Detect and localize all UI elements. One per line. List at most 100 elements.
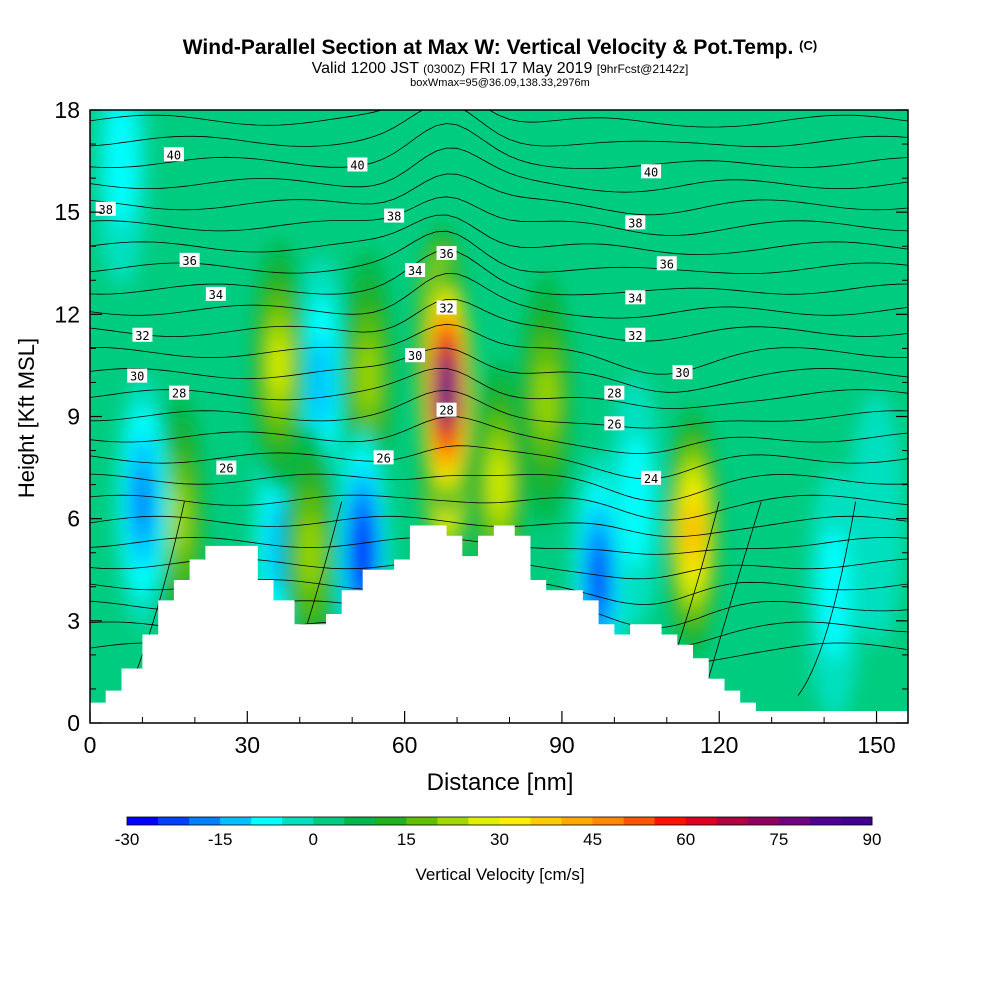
colorbar-segment <box>561 817 594 825</box>
theta-label-text: 28 <box>172 387 186 401</box>
theta-label: 38 <box>625 215 646 230</box>
valid-date: FRI 17 May 2019 <box>469 60 593 77</box>
colorbar-segment <box>716 817 749 825</box>
theta-label-text: 32 <box>439 302 453 316</box>
theta-label-box <box>436 300 457 315</box>
theta-label: 26 <box>216 460 237 476</box>
theta-label: 26 <box>604 416 625 431</box>
theta-contour-line <box>90 445 908 480</box>
theta-label-box <box>625 215 646 230</box>
chart-subtitle: Valid 1200 JST (0300Z) FRI 17 May 2019 [… <box>0 60 1000 78</box>
theta-label-text: 34 <box>408 264 422 278</box>
colorbar-segment <box>189 817 221 825</box>
colorbar-segment <box>685 817 718 825</box>
theta-label-box <box>205 286 226 301</box>
velocity-cell <box>537 363 556 436</box>
theta-label-text: 30 <box>130 370 144 384</box>
theta-contour-line <box>90 298 908 342</box>
colorbar-segment <box>406 817 438 825</box>
theta-label-text: 38 <box>387 210 401 224</box>
x-axis-label: Distance [nm] <box>427 769 574 796</box>
theta-contour-line <box>90 323 908 375</box>
colorbar-tick-label: 90 <box>863 830 882 849</box>
theta-label-text: 34 <box>628 291 642 305</box>
x-tick-label: 90 <box>549 732 575 758</box>
y-axis-label: Height [Kft MSL] <box>14 338 39 498</box>
colorbar-tick-label: -15 <box>208 830 233 849</box>
theta-contour-line <box>90 389 908 429</box>
theta-contour-line <box>90 249 908 296</box>
colorbar-segment <box>468 817 500 825</box>
theta-contour-line <box>90 110 908 148</box>
colorbar-segment <box>778 817 811 825</box>
theta-label-box <box>641 164 662 179</box>
theta-label-box <box>163 147 184 162</box>
velocity-cell <box>309 336 332 429</box>
colorbar-tick-label: 15 <box>397 830 416 849</box>
theta-label-text: 26 <box>376 451 390 465</box>
theta-label-box <box>373 450 394 465</box>
theta-label: 36 <box>436 246 457 261</box>
colorbar-segment <box>623 817 656 825</box>
theta-label: 34 <box>205 286 226 302</box>
theta-label: 24 <box>641 470 662 486</box>
valid-zulu: (0300Z) <box>423 62 466 76</box>
colorbar-segment <box>313 817 345 825</box>
colorbar-frame <box>126 816 873 826</box>
theta-label-text: 32 <box>135 329 149 343</box>
y-tick-label: 9 <box>67 404 80 430</box>
theta-label: 26 <box>373 450 394 465</box>
terrain-mask <box>90 525 908 723</box>
theta-contour-line <box>90 473 908 502</box>
theta-contour-line <box>90 147 908 193</box>
velocity-cell <box>442 376 451 402</box>
theta-label-box <box>436 402 457 417</box>
theta-label-box <box>604 416 625 431</box>
theta-label: 28 <box>169 385 190 401</box>
colorbar-tick-label: 60 <box>676 830 695 849</box>
theta-contour-line <box>90 110 908 128</box>
theta-contour-line <box>90 214 908 255</box>
theta-label: 30 <box>405 348 426 363</box>
colorbar-tick-label: 45 <box>583 830 602 849</box>
theta-label: 38 <box>95 201 116 217</box>
theta-label: 34 <box>405 263 426 278</box>
theta-label: 38 <box>384 208 405 224</box>
theta-label: 40 <box>347 157 368 172</box>
theta-label: 36 <box>656 256 677 271</box>
theta-label-box <box>179 252 200 267</box>
theta-label-text: 28 <box>439 404 453 418</box>
velocity-cell <box>687 511 700 554</box>
theta-label-box <box>127 368 148 383</box>
theta-label-box <box>405 263 426 278</box>
theta-label: 34 <box>625 290 646 305</box>
colorbar-tick-label: 75 <box>769 830 788 849</box>
colorbar: -30 -15 0 15 30 45 60 75 90 <box>115 816 882 849</box>
y-tick-label: 18 <box>54 97 80 123</box>
theta-label-box <box>216 460 237 475</box>
y-tick-label: 3 <box>67 608 80 634</box>
theta-contour-line <box>90 494 908 521</box>
y-tick-label: 0 <box>67 710 80 736</box>
theta-label-text: 30 <box>675 366 689 380</box>
velocity-cell <box>620 435 651 568</box>
chart-title: Wind-Parallel Section at Max W: Vertical… <box>0 36 1000 60</box>
theta-contour-line <box>90 173 908 216</box>
valid-prefix: Valid 1200 JST <box>311 60 419 77</box>
copyright-mark: (C) <box>799 38 818 53</box>
theta-label-text: 38 <box>628 216 642 230</box>
theta-label-box <box>169 385 190 400</box>
theta-contour-line <box>90 123 908 169</box>
theta-label-text: 36 <box>182 254 196 268</box>
colorbar-segment <box>127 817 159 825</box>
theta-label: 32 <box>436 300 457 316</box>
theta-contour-line <box>797 501 856 696</box>
theta-label-box <box>625 290 646 305</box>
theta-contour-line <box>703 501 762 696</box>
theta-label-text: 28 <box>607 387 621 401</box>
theta-label: 30 <box>127 368 148 384</box>
theta-label: 32 <box>625 327 646 343</box>
theta-label-box <box>672 365 693 380</box>
colorbar-tick-label: -30 <box>115 830 140 849</box>
